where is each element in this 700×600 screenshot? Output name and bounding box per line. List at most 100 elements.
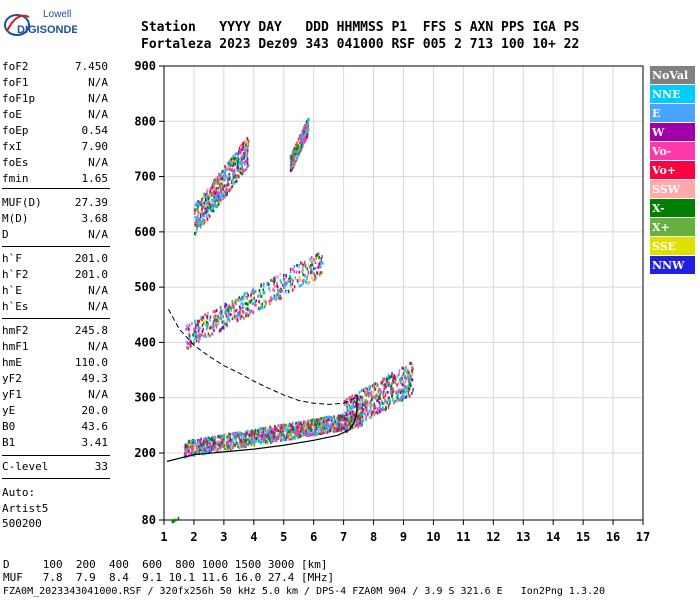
echo-point: [207, 447, 210, 451]
echo-point: [349, 421, 351, 425]
echo-point: [289, 270, 292, 274]
echo-point: [270, 299, 273, 303]
echo-point: [252, 310, 255, 314]
echo-point: [398, 380, 401, 384]
echo-point: [405, 386, 408, 390]
echo-point: [241, 154, 244, 158]
echo-point: [336, 425, 339, 429]
echo-point: [296, 157, 298, 161]
echo-point: [281, 289, 284, 293]
echo-point: [185, 451, 187, 455]
echo-point: [352, 405, 355, 409]
echo-point: [348, 404, 351, 408]
param-value: 1.65: [81, 172, 109, 185]
echo-point: [294, 276, 297, 280]
echo-point: [348, 405, 351, 409]
echo-point: [301, 129, 304, 133]
echo-point: [232, 445, 235, 449]
echo-point: [384, 399, 386, 403]
echo-point: [193, 341, 195, 345]
echo-point: [310, 426, 312, 430]
echo-point: [357, 394, 360, 398]
echo-point: [374, 404, 376, 408]
echo-point: [204, 199, 207, 203]
echo-point: [246, 149, 249, 153]
echo-point: [217, 434, 220, 438]
echo-point: [235, 179, 238, 183]
echo-point: [354, 419, 357, 423]
logo-line1: Lowell: [43, 9, 71, 20]
echo-point: [406, 370, 408, 374]
echo-point: [343, 416, 346, 420]
echo-point: [201, 450, 204, 454]
echo-point: [398, 372, 400, 376]
echo-point: [338, 417, 340, 421]
echo-point: [321, 428, 324, 432]
echo-point: [226, 447, 229, 451]
echo-point: [228, 188, 230, 192]
echo-point: [316, 271, 319, 275]
echo-point: [225, 303, 228, 307]
echo-point: [207, 439, 209, 443]
echo-point: [229, 438, 232, 442]
echo-point: [370, 398, 373, 402]
echo-point: [242, 168, 244, 172]
echo-point: [229, 306, 232, 310]
echo-point: [289, 437, 292, 441]
echo-point: [352, 402, 355, 406]
echo-point: [247, 314, 249, 318]
echo-point: [387, 398, 390, 402]
echo-point: [184, 454, 187, 458]
echo-point: [233, 175, 235, 179]
echo-point: [328, 426, 330, 430]
echo-point: [191, 448, 194, 452]
echo-point: [204, 204, 207, 208]
echo-point: [190, 450, 193, 454]
echo-point: [350, 405, 353, 409]
echo-point: [202, 212, 204, 216]
echo-point: [231, 442, 234, 446]
echo-point: [197, 450, 199, 454]
echo-point: [215, 308, 218, 312]
echo-point: [232, 441, 235, 445]
echo-point: [194, 211, 196, 215]
echo-point: [315, 256, 318, 260]
echo-point: [407, 391, 410, 395]
echo-point: [299, 429, 302, 433]
echo-point: [277, 436, 279, 440]
echo-point: [194, 319, 196, 323]
echo-point: [289, 168, 292, 172]
echo-point: [209, 191, 211, 195]
echo-point: [210, 325, 212, 329]
echo-point: [306, 431, 309, 435]
echo-point: [289, 158, 292, 162]
echo-point: [204, 313, 206, 317]
echo-point: [227, 189, 229, 193]
echo-point: [302, 138, 304, 142]
echo-point: [395, 378, 397, 382]
echo-point: [239, 148, 241, 152]
echo-point: [298, 427, 301, 431]
echo-point: [408, 394, 411, 398]
echo-point: [410, 362, 413, 366]
echo-point: [211, 209, 213, 213]
echo-point: [201, 198, 203, 202]
echo-point: [288, 432, 291, 436]
echo-point: [343, 422, 346, 426]
echo-point: [340, 427, 343, 431]
echo-point: [195, 228, 198, 232]
echo-point: [291, 159, 294, 163]
echo-point: [403, 384, 406, 388]
echo-point: [225, 314, 228, 318]
echo-point: [336, 427, 339, 431]
echo-point: [288, 424, 290, 428]
echo-point: [359, 421, 361, 425]
echo-point: [294, 436, 296, 440]
echo-point: [208, 213, 210, 217]
echo-point: [244, 432, 247, 436]
echo-point: [275, 275, 278, 279]
echo-point: [215, 181, 218, 185]
echo-point: [323, 421, 326, 425]
echo-point: [365, 401, 367, 405]
auto-artist: Artist5: [2, 502, 49, 515]
